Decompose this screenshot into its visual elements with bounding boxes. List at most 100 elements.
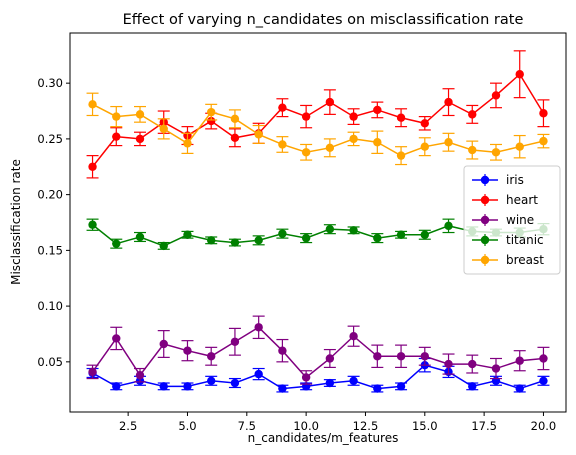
data-point [373, 105, 382, 115]
data-point [325, 97, 335, 107]
data-point [88, 367, 97, 377]
data-point [349, 226, 358, 235]
data-point [349, 376, 358, 385]
plot-frame [69, 32, 567, 413]
y-tick-label: 0.10 [37, 299, 63, 313]
data-point [515, 70, 524, 79]
x-tick-label: 10.0 [293, 419, 319, 433]
data-point [88, 100, 97, 109]
data-point [254, 369, 263, 379]
data-point [183, 230, 192, 239]
data-point [207, 107, 216, 117]
x-tick-label: 5.0 [178, 419, 196, 433]
data-point [230, 337, 240, 346]
data-point [301, 148, 311, 157]
series-wine [86, 315, 550, 385]
data-point [396, 352, 406, 361]
legend-label: titanic [506, 233, 544, 247]
y-tick-label: 0.20 [37, 188, 63, 202]
data-point [515, 384, 524, 393]
data-point [183, 382, 192, 391]
legend-item-iris: iris [472, 173, 524, 187]
data-point [159, 241, 168, 251]
legend-marker [480, 215, 490, 225]
x-tick-label: 15.0 [412, 419, 438, 433]
data-point [396, 230, 406, 239]
data-point [278, 346, 287, 355]
data-point [491, 148, 501, 157]
data-point [325, 143, 335, 153]
data-point [396, 113, 406, 122]
data-point [420, 352, 429, 361]
series-iris [86, 357, 550, 393]
data-point [539, 354, 548, 363]
series-heart [86, 50, 550, 179]
x-tick-label: 20.0 [531, 419, 557, 433]
data-point [230, 133, 240, 142]
legend: iris heart wine titanic breast [463, 165, 561, 275]
data-point [373, 352, 382, 361]
data-point [515, 142, 524, 151]
data-point [207, 376, 216, 385]
x-tick-label: 7.5 [238, 419, 256, 433]
data-point [254, 323, 263, 332]
legend-item-wine: wine [472, 213, 534, 227]
data-point [88, 162, 97, 171]
data-point [207, 352, 216, 361]
data-point [135, 110, 145, 119]
data-point [349, 112, 358, 121]
data-point [278, 140, 287, 149]
legend-item-titanic: titanic [472, 233, 544, 247]
data-point [420, 230, 429, 239]
data-point [444, 359, 453, 369]
data-point [373, 233, 382, 243]
legend-label: iris [506, 173, 524, 187]
data-point [207, 116, 216, 126]
data-point [444, 138, 453, 147]
legend-marker [480, 255, 490, 265]
data-point [325, 378, 335, 388]
y-tick-label: 0.15 [37, 243, 63, 257]
legend-label: breast [506, 253, 544, 267]
series-line [91, 326, 544, 379]
data-point [396, 382, 406, 391]
data-point [183, 346, 192, 355]
data-point [373, 138, 382, 147]
x-tick-label: 17.5 [471, 419, 497, 433]
data-point [444, 221, 453, 231]
data-point [278, 229, 287, 238]
data-point [112, 382, 121, 391]
data-point [491, 364, 501, 373]
legend-item-heart: heart [472, 193, 538, 207]
legend-box [463, 165, 561, 275]
data-point [468, 145, 477, 155]
data-point [373, 384, 382, 393]
chart-title: Effect of varying n_candidates on miscla… [123, 12, 524, 28]
data-point [207, 236, 216, 245]
data-point [444, 97, 453, 107]
data-point [301, 233, 311, 243]
plot-area [86, 50, 550, 393]
data-point [468, 359, 477, 369]
data-point [539, 376, 548, 385]
data-point [349, 134, 358, 144]
data-point [135, 134, 145, 144]
data-point [112, 334, 121, 343]
data-point [468, 110, 477, 119]
data-point [468, 382, 477, 391]
data-point [325, 354, 335, 363]
data-point [301, 373, 311, 382]
y-tick-label: 0.25 [37, 132, 63, 146]
data-point [515, 356, 524, 365]
data-point [539, 136, 548, 146]
y-tick-label: 0.05 [37, 355, 63, 369]
legend-marker [480, 235, 490, 245]
data-point [230, 114, 240, 124]
legend-marker [480, 175, 490, 185]
data-point [349, 332, 358, 341]
data-point [278, 384, 287, 393]
data-point [420, 142, 429, 151]
data-point [230, 378, 240, 388]
data-point [230, 238, 240, 247]
